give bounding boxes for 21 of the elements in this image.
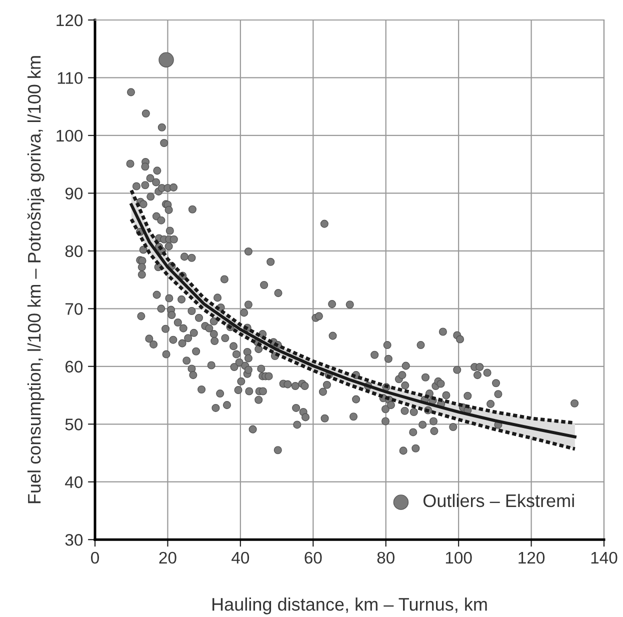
y-tick-label: 30 (65, 534, 83, 546)
x-tick-label: 60 (304, 552, 322, 564)
x-tick-label: 80 (377, 552, 394, 564)
y-axis-title: Fuel consumption, l/100 km – Potrošnja goriva, l/100 km (27, 56, 44, 504)
x-axis-title: Hauling distance, km – Turnus, km (212, 598, 487, 614)
legend-label: Outliers – Ekstremi (423, 494, 574, 508)
y-tick-label: 90 (65, 188, 83, 200)
y-tick-label: 50 (65, 418, 83, 430)
x-tick-label: 40 (232, 552, 250, 564)
x-tick-label: 0 (91, 552, 99, 564)
x-tick-label: 20 (159, 552, 176, 564)
y-tick-label: 110 (58, 72, 83, 84)
x-tick-label: 100 (446, 552, 472, 564)
x-tick-label: 120 (518, 552, 545, 564)
y-tick-label: 120 (56, 14, 83, 26)
x-tick-label: 140 (591, 552, 618, 564)
y-tick-label: 80 (65, 245, 83, 258)
y-tick-label: 70 (66, 303, 83, 315)
y-tick-label: 100 (56, 130, 83, 142)
y-tick-label: 60 (66, 360, 83, 373)
y-tick-label: 40 (65, 476, 83, 488)
